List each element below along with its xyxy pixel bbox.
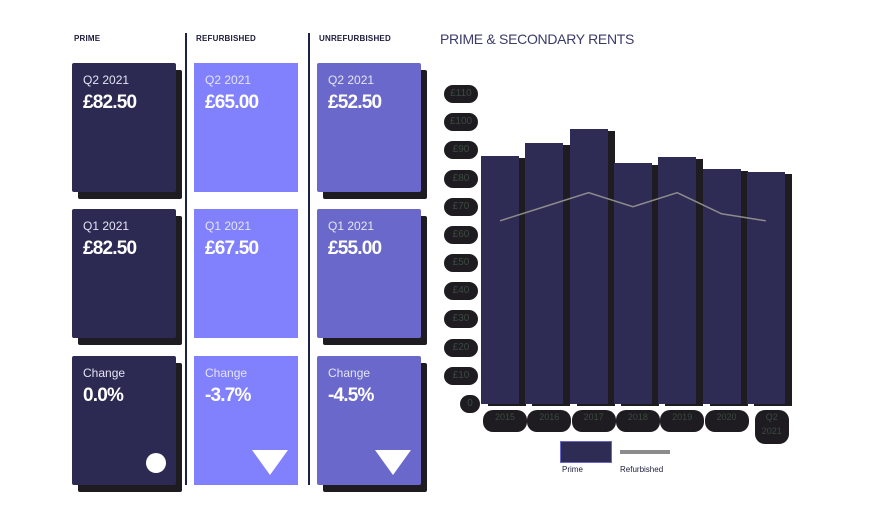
refurbished-q2-card: Q2 2021 £65.00 bbox=[194, 63, 298, 192]
bar bbox=[525, 143, 564, 404]
card-change-label: Change bbox=[328, 366, 371, 380]
unrefurbished-change-card: Change -4.5% bbox=[317, 356, 421, 485]
prime-q1-card: Q1 2021 £82.50 bbox=[72, 209, 176, 338]
y-tick-label: £40 bbox=[444, 282, 478, 301]
column-divider bbox=[185, 33, 187, 485]
legend-label-prime: Prime bbox=[562, 465, 583, 474]
card-value: £82.50 bbox=[83, 238, 137, 259]
column-divider bbox=[308, 33, 310, 485]
x-tick-label: 2020 bbox=[704, 410, 749, 432]
unrefurbished-q1-card: Q1 2021 £55.00 bbox=[317, 209, 421, 338]
y-tick-label: £20 bbox=[444, 338, 478, 357]
circle-icon bbox=[146, 453, 166, 473]
x-tick-label: 2016 bbox=[527, 410, 572, 432]
unrefurbished-q2-card: Q2 2021 £52.50 bbox=[317, 63, 421, 192]
x-tick-label: Q2 2021 bbox=[754, 410, 789, 444]
x-tick-label: 2017 bbox=[571, 410, 616, 432]
card-change-value: 0.0% bbox=[83, 385, 124, 406]
y-tick-label: £50 bbox=[444, 254, 478, 273]
y-tick-label: £90 bbox=[444, 141, 478, 160]
card-change-label: Change bbox=[83, 366, 126, 380]
legend-label-refurbished: Refurbished bbox=[620, 465, 664, 474]
x-tick-label: 2019 bbox=[660, 410, 705, 432]
card-value: £55.00 bbox=[328, 238, 382, 259]
refurbished-change-card: Change -3.7% bbox=[194, 356, 298, 485]
legend-swatch-prime bbox=[560, 441, 612, 463]
x-tick-label: 2018 bbox=[615, 410, 660, 432]
column-label-refurbished: REFURBISHED bbox=[196, 34, 256, 43]
card-period-label: Q2 2021 bbox=[83, 73, 130, 87]
y-tick-label: £70 bbox=[444, 197, 478, 216]
prime-change-card: Change 0.0% bbox=[72, 356, 176, 485]
y-tick-label: £60 bbox=[444, 225, 478, 244]
x-tick-label: 2015 bbox=[483, 410, 527, 432]
y-tick-label: £80 bbox=[444, 169, 478, 188]
legend-swatch-refurbished bbox=[620, 450, 670, 454]
card-change-value: -3.7% bbox=[205, 385, 251, 406]
card-value: £67.50 bbox=[205, 238, 259, 259]
column-label-unrefurbished: UNREFURBISHED bbox=[319, 34, 391, 43]
card-period-label: Q2 2021 bbox=[205, 73, 252, 87]
card-period-label: Q1 2021 bbox=[205, 219, 252, 233]
prime-q2-card: Q2 2021 £82.50 bbox=[72, 63, 176, 192]
card-value: £65.00 bbox=[205, 92, 259, 113]
y-tick-label: 0 bbox=[460, 395, 480, 413]
chart-title: PRIME & SECONDARY RENTS bbox=[440, 31, 635, 47]
card-period-label: Q2 2021 bbox=[328, 73, 375, 87]
card-change-label: Change bbox=[205, 366, 248, 380]
card-change-value: -4.5% bbox=[328, 385, 374, 406]
down-triangle-icon bbox=[252, 450, 288, 475]
card-period-label: Q1 2021 bbox=[83, 219, 130, 233]
bar bbox=[569, 129, 608, 404]
y-tick-label: £100 bbox=[444, 113, 478, 132]
y-tick-label: £30 bbox=[444, 310, 478, 329]
card-value: £52.50 bbox=[328, 92, 382, 113]
column-label-prime: PRIME bbox=[74, 34, 101, 43]
card-value: £82.50 bbox=[83, 92, 137, 113]
bar bbox=[746, 171, 785, 404]
y-tick-label: £10 bbox=[444, 366, 478, 385]
y-tick-label: £110 bbox=[444, 85, 478, 103]
down-triangle-icon bbox=[375, 450, 411, 475]
refurbished-q1-card: Q1 2021 £67.50 bbox=[194, 209, 298, 338]
card-period-label: Q1 2021 bbox=[328, 219, 375, 233]
bar bbox=[481, 156, 519, 404]
